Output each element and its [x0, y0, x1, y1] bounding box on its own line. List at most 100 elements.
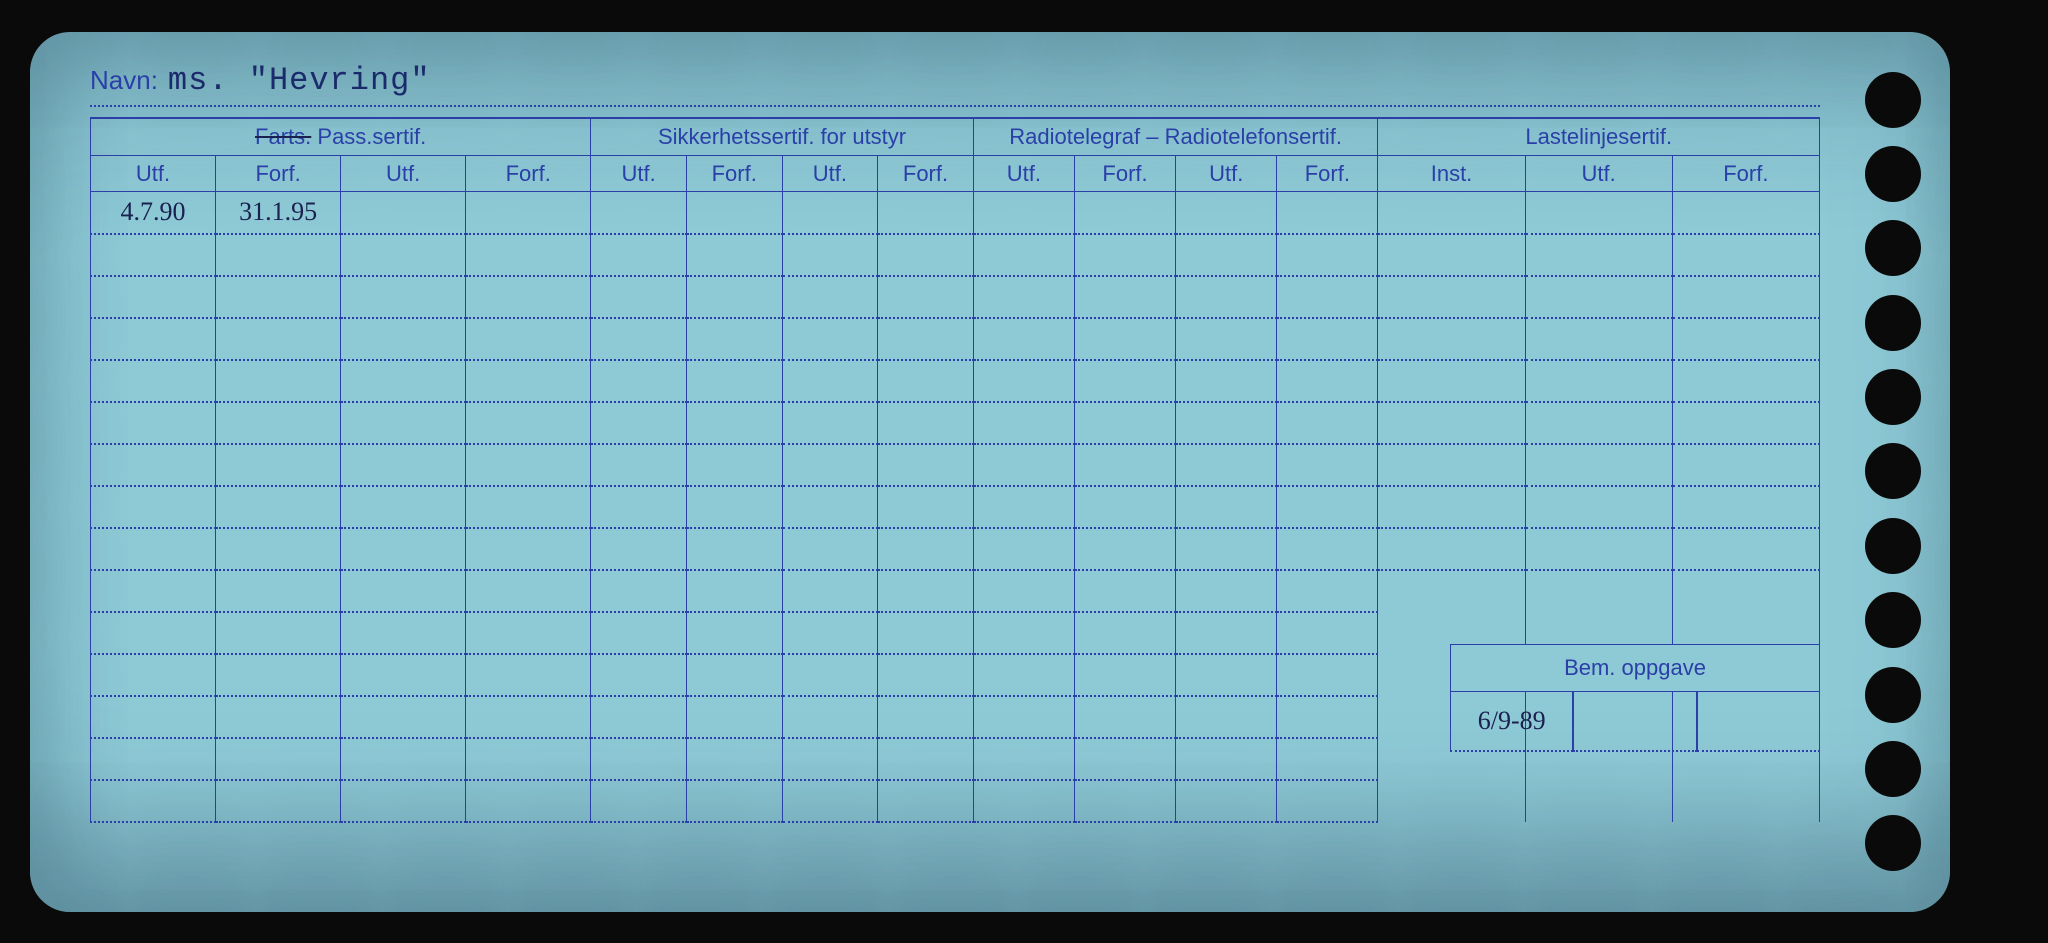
table-cell: [686, 276, 782, 318]
table-cell: [1074, 318, 1175, 360]
table-cell: [591, 612, 687, 654]
table-cell: [1074, 402, 1175, 444]
table-cell: [973, 738, 1074, 780]
table-cell: [216, 318, 341, 360]
table-cell: [91, 318, 216, 360]
table-cell: [1378, 402, 1525, 444]
table-cell: [1277, 360, 1378, 402]
table-cell: [341, 276, 466, 318]
card-content: Navn: ms. "Hevring" Farts. Pass.sertif.: [90, 62, 1820, 882]
table-cell: [1176, 654, 1277, 696]
col-header: Utf.: [591, 156, 687, 192]
table-cell: [1074, 276, 1175, 318]
table-cell: [216, 780, 341, 822]
table-cell: [216, 696, 341, 738]
table-cell: [1378, 528, 1525, 570]
punch-hole: [1865, 815, 1921, 871]
section-header-row: Farts. Pass.sertif. Sikkerhetssertif. fo…: [91, 118, 1820, 156]
table-cell: [686, 738, 782, 780]
table-row: [91, 402, 1820, 444]
table-cell: [1074, 528, 1175, 570]
table-cell: [686, 654, 782, 696]
punch-hole: [1865, 146, 1921, 202]
table-row: [91, 528, 1820, 570]
table-row: [91, 360, 1820, 402]
name-value: ms. "Hevring": [168, 62, 431, 99]
table-cell: [973, 402, 1074, 444]
table-cell: [591, 234, 687, 276]
table-cell: [686, 570, 782, 612]
bem-cell: 6/9-89: [1450, 692, 1573, 752]
col-header: Forf.: [1074, 156, 1175, 192]
table-cell: [1525, 528, 1672, 570]
table-row: [91, 486, 1820, 528]
table-cell: [973, 654, 1074, 696]
bem-cell: [1697, 692, 1820, 752]
table-cell: [1672, 402, 1819, 444]
table-cell: [1074, 780, 1175, 822]
table-cell: [341, 738, 466, 780]
table-cell: [216, 654, 341, 696]
table-cell: [1074, 654, 1175, 696]
table-cell: [1672, 444, 1819, 486]
table-cell: [1525, 444, 1672, 486]
table-cell: [591, 738, 687, 780]
table-cell: [591, 570, 687, 612]
table-cell: [782, 738, 878, 780]
table-cell: [878, 570, 974, 612]
table-cell: [1672, 234, 1819, 276]
table-cell: [591, 276, 687, 318]
table-cell: [341, 570, 466, 612]
table-cell: [341, 402, 466, 444]
table-cell: [1672, 528, 1819, 570]
table-cell: [973, 444, 1074, 486]
table-cell: [973, 486, 1074, 528]
name-label: Navn:: [90, 65, 158, 96]
col-header: Utf.: [91, 156, 216, 192]
table-cell: [878, 276, 974, 318]
table-cell: [1672, 276, 1819, 318]
col-header: Utf.: [1525, 156, 1672, 192]
table-cell: [466, 738, 591, 780]
table-cell: [1074, 486, 1175, 528]
table-cell: [91, 444, 216, 486]
table-cell: [1672, 486, 1819, 528]
table-cell: [466, 276, 591, 318]
table-cell: [1074, 360, 1175, 402]
table-cell: [341, 696, 466, 738]
col-header: Utf.: [1176, 156, 1277, 192]
table-row: [91, 276, 1820, 318]
table-cell: [1277, 318, 1378, 360]
table-cell: [1277, 612, 1378, 654]
table-cell: [91, 780, 216, 822]
table-cell: [878, 444, 974, 486]
table-cell: [466, 780, 591, 822]
table-cell: [1277, 654, 1378, 696]
table-cell: [878, 654, 974, 696]
table-cell: [341, 486, 466, 528]
table-cell: [466, 234, 591, 276]
table-cell: [782, 360, 878, 402]
table-cell: [1277, 486, 1378, 528]
table-cell: [686, 360, 782, 402]
table-cell: [1277, 528, 1378, 570]
table-cell: [591, 780, 687, 822]
column-header-row: Utf. Forf. Utf. Forf. Utf. Forf. Utf. Fo…: [91, 156, 1820, 192]
table-cell: [686, 528, 782, 570]
table-cell: [91, 486, 216, 528]
table-cell: [1074, 612, 1175, 654]
table-cell: [1176, 570, 1277, 612]
table-cell: [341, 360, 466, 402]
table-cell: [1672, 318, 1819, 360]
table-cell: [1525, 360, 1672, 402]
table-cell: [1176, 444, 1277, 486]
table-cell: [782, 570, 878, 612]
table-cell: [91, 570, 216, 612]
table-cell: [878, 486, 974, 528]
table-cell: [1378, 234, 1525, 276]
punch-hole: [1865, 518, 1921, 574]
struck-label: Farts.: [255, 124, 311, 149]
table-cell: [466, 402, 591, 444]
col-header: Forf.: [466, 156, 591, 192]
table-cell: [466, 570, 591, 612]
